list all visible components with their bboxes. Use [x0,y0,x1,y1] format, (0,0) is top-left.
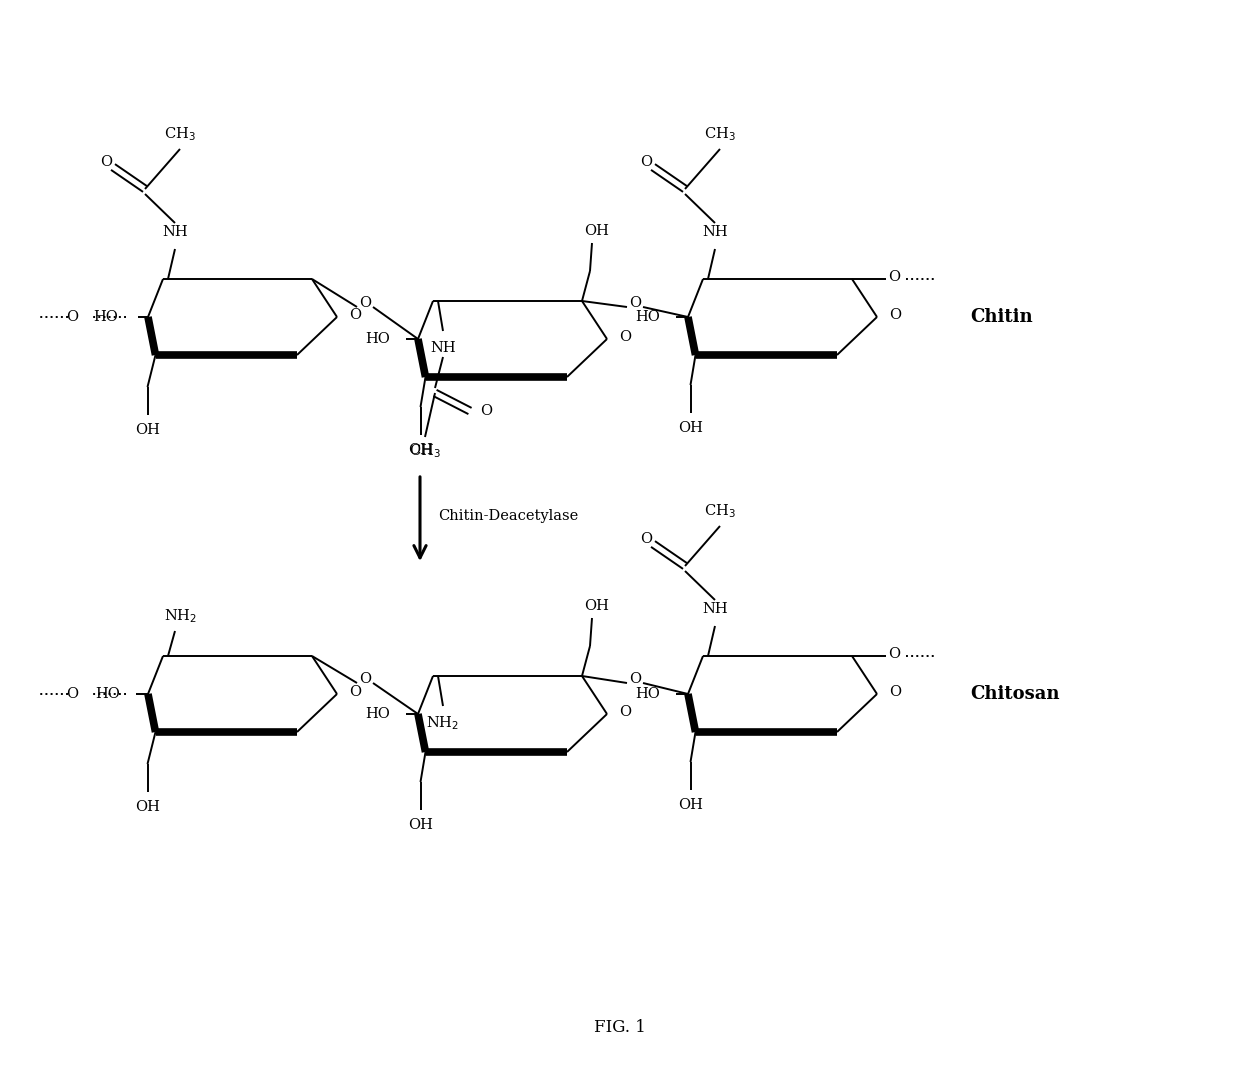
Text: NH$_2$: NH$_2$ [427,714,460,732]
Text: OH: OH [584,599,609,613]
Text: O: O [348,308,361,322]
Text: CH$_3$: CH$_3$ [409,442,441,460]
Text: O: O [629,296,641,310]
Text: O: O [640,155,652,169]
Text: HO: HO [365,332,391,346]
Text: O: O [358,296,371,310]
Text: CH$_3$: CH$_3$ [704,125,735,142]
Text: HO: HO [635,687,660,701]
Text: OH: OH [135,423,160,437]
Text: O: O [348,685,361,699]
Text: O: O [629,672,641,686]
Text: FIG. 1: FIG. 1 [594,1019,646,1036]
Text: O: O [619,705,631,719]
Text: O: O [888,270,900,284]
Text: NH$_2$: NH$_2$ [165,607,197,625]
Text: Chitin-Deacetylase: Chitin-Deacetylase [438,509,578,523]
Text: O: O [66,310,78,324]
Text: NH: NH [162,226,187,240]
Text: HO: HO [93,310,118,324]
Text: OH: OH [408,818,433,832]
Text: CH$_3$: CH$_3$ [704,502,735,520]
Text: HO: HO [635,310,660,324]
Text: O: O [619,330,631,344]
Text: O: O [640,532,652,546]
Text: NH: NH [430,341,456,355]
Text: OH: OH [678,798,703,812]
Text: O: O [889,685,901,699]
Text: NH: NH [702,602,728,616]
Text: HO: HO [365,707,391,721]
Text: O: O [358,672,371,686]
Text: Chitin: Chitin [970,308,1033,326]
Text: O: O [100,155,112,169]
Text: CH$_3$: CH$_3$ [164,125,196,142]
Text: O: O [889,308,901,322]
Text: O: O [66,687,78,701]
Text: NH: NH [702,226,728,240]
Text: OH: OH [408,443,433,457]
Text: HO: HO [95,687,120,701]
Text: O: O [480,404,492,418]
Text: O: O [888,647,900,661]
Text: Chitosan: Chitosan [970,685,1059,704]
Text: OH: OH [584,224,609,238]
Text: OH: OH [135,800,160,814]
Text: OH: OH [678,421,703,435]
